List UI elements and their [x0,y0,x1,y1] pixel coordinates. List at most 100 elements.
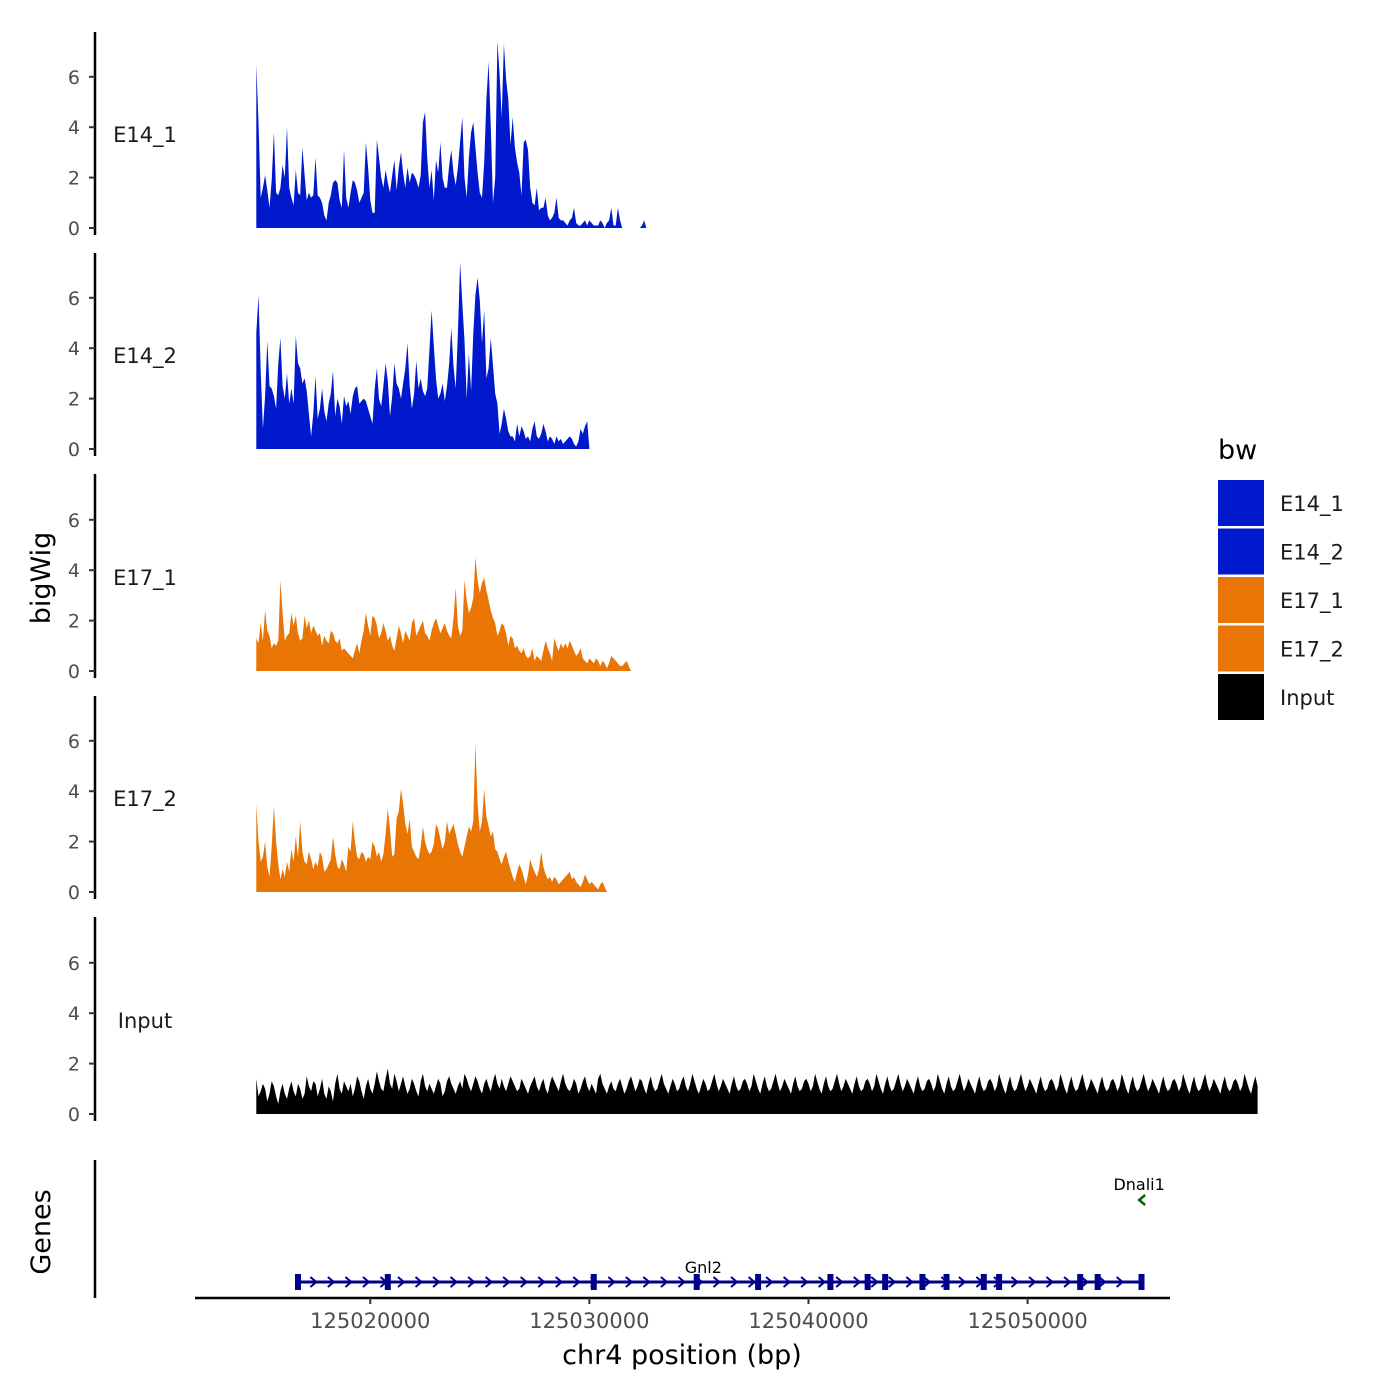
legend-label-Input: Input [1280,686,1334,710]
y-tick-label-E17_2: 6 [68,731,80,753]
gene-label-Dnali1: Dnali1 [1113,1175,1164,1194]
coverage-area-E14_2 [256,262,1206,449]
strand-arrow [607,1276,616,1288]
y-tick-label-E17_2: 4 [68,781,80,803]
strand-arrow [888,1276,897,1288]
strand-arrow [537,1276,546,1288]
y-tick-label-E14_1: 6 [68,67,80,89]
y-tick-label-E14_1: 0 [68,218,80,240]
strand-arrow [502,1276,511,1288]
y-tick-label-E17_1: 4 [68,560,80,582]
exon [1138,1274,1145,1290]
strand-arrow [782,1276,792,1288]
strand-arrow [484,1276,494,1288]
legend-swatch-E17_2 [1218,625,1264,672]
y-tick-label-E17_1: 6 [68,510,80,532]
exon [864,1274,871,1290]
strand-arrow-Dnali1 [1137,1194,1146,1206]
strand-arrow [677,1276,686,1288]
strand-arrow [1098,1276,1107,1288]
track-Input: 0 2 4 6 Input [68,917,1258,1126]
legend-title: bw [1218,435,1257,466]
x-tick-label: 125040000 [748,1309,868,1333]
strand-arrow [905,1276,914,1288]
genes-axis-title: Genes [26,1189,57,1274]
legend-swatch-E14_2 [1218,528,1264,575]
track-label-Input: Input [118,1009,172,1033]
y-tick-label-Input: 0 [68,1104,80,1126]
strand-arrow [1010,1276,1020,1288]
gene-Dnali1: Dnali1 [1113,1175,1165,1206]
exon [827,1274,834,1290]
coverage-area-E17_2 [256,743,1221,892]
coverage-area-E14_1 [256,41,1262,228]
y-tick-label-E14_1: 4 [68,117,80,139]
y-tick-label-E14_2: 6 [68,288,80,310]
gene-label-Gnl2: Gnl2 [685,1258,722,1277]
strand-arrow [835,1276,844,1288]
y-tick-label-E14_2: 2 [68,389,80,411]
legend-label-E14_2: E14_2 [1280,541,1344,566]
y-tick-label-E17_1: 0 [68,661,80,683]
strand-arrow [449,1276,459,1288]
legend-label-E17_1: E17_1 [1280,589,1344,614]
y-axis-title: bigWig [26,532,57,625]
exon [919,1274,926,1290]
exon [980,1274,987,1290]
y-tick-label-Input: 2 [68,1054,80,1076]
y-tick-label-Input: 4 [68,1003,80,1025]
x-tick-label: 125050000 [967,1309,1087,1333]
strand-arrow [1115,1276,1125,1288]
track-label-E17_2: E17_2 [113,787,177,812]
coverage-area-Input [256,1068,1258,1114]
exon [294,1274,301,1290]
x-tick-label: 125030000 [529,1309,649,1333]
strand-arrow [870,1276,879,1288]
strand-arrow [362,1276,371,1288]
strand-arrow [1028,1276,1037,1288]
strand-arrow [572,1276,581,1288]
coverage-area-E17_1 [256,557,1210,671]
y-tick-label-E14_2: 4 [68,338,80,360]
strand-arrow [467,1276,476,1288]
y-tick-label-E17_2: 2 [68,832,80,854]
strand-arrow [765,1276,774,1288]
strand-arrow [800,1276,809,1288]
legend-label-E14_1: E14_1 [1280,492,1344,517]
y-tick-label-Input: 6 [68,953,80,975]
exon [755,1274,762,1290]
legend-label-E17_2: E17_2 [1280,638,1344,663]
y-tick-label-E17_1: 2 [68,611,80,633]
track-E14_1: 0 2 4 6 E14_1 [68,32,1262,240]
coverage-tracks: 0 2 4 6 E14_1 0 2 4 6 E14_2 0 2 4 6 E17_1 0 2 4 6 E17_2 0 2 4 6… [68,32,1262,1126]
exon [1094,1274,1101,1290]
strand-arrow [642,1276,651,1288]
track-E14_2: 0 2 4 6 E14_2 [68,253,1206,461]
legend-swatch-Input [1218,674,1264,720]
strand-arrow [309,1276,318,1288]
strand-arrow [1080,1276,1090,1288]
track-label-E14_1: E14_1 [113,123,177,148]
track-label-E17_1: E17_1 [113,566,177,591]
exon [384,1274,391,1290]
strand-arrow [344,1276,353,1288]
x-tick-label: 125020000 [310,1309,430,1333]
strand-arrow [397,1276,406,1288]
track-E17_1: 0 2 4 6 E17_1 [68,474,1210,683]
strand-arrow [414,1276,424,1288]
exon [693,1274,700,1290]
strand-arrow [958,1276,967,1288]
exon [996,1274,1003,1290]
x-axis: 125020000 125030000 125040000 125050000 [195,1296,1170,1333]
exon [590,1274,597,1290]
exon [943,1274,950,1290]
exon [882,1274,889,1290]
genes-panel: Gnl2 Dnali1 [93,1160,1165,1298]
strand-arrow [730,1276,739,1288]
legend-swatch-E14_1 [1218,480,1264,526]
strand-arrow [520,1276,529,1288]
strand-arrow [1063,1276,1072,1288]
strand-arrow [853,1276,862,1288]
strand-arrow [555,1276,564,1288]
